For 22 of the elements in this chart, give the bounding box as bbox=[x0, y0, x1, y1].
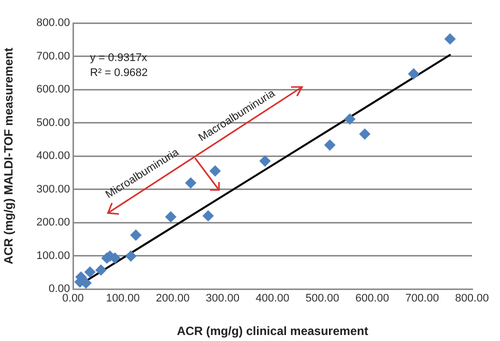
annotation: R² = 0.9682 bbox=[90, 67, 148, 79]
y-tick-label: 300.00 bbox=[36, 183, 70, 196]
x-tick-label: 0.00 bbox=[62, 292, 84, 305]
x-tick-label: 300.00 bbox=[206, 292, 240, 305]
x-tick-label: 400.00 bbox=[256, 292, 290, 305]
y-tick-label: 800.00 bbox=[36, 17, 70, 30]
y-tick-label: 100.00 bbox=[36, 250, 70, 262]
x-tick-label: 500.00 bbox=[306, 292, 340, 305]
y-axis-title: ACR (mg/g) MALDI-TOF measurement bbox=[2, 48, 16, 264]
x-tick-label: 200.00 bbox=[156, 292, 190, 305]
x-tick-label: 700.00 bbox=[405, 292, 439, 305]
x-tick-label: 100.00 bbox=[106, 292, 140, 305]
annotation: y = 0.9317x bbox=[90, 52, 148, 64]
y-tick-label: 700.00 bbox=[36, 50, 70, 62]
y-tick-label: 500.00 bbox=[36, 116, 70, 129]
y-tick-label: 600.00 bbox=[36, 84, 70, 96]
x-tick-label: 600.00 bbox=[355, 292, 390, 305]
x-axis-title: ACR (mg/g) clinical measurement bbox=[176, 324, 368, 338]
y-tick-label: 400.00 bbox=[36, 150, 70, 162]
y-tick-label: 0.00 bbox=[48, 283, 70, 296]
x-tick-label: 800.00 bbox=[455, 292, 489, 305]
y-tick-label: 200.00 bbox=[36, 216, 70, 229]
